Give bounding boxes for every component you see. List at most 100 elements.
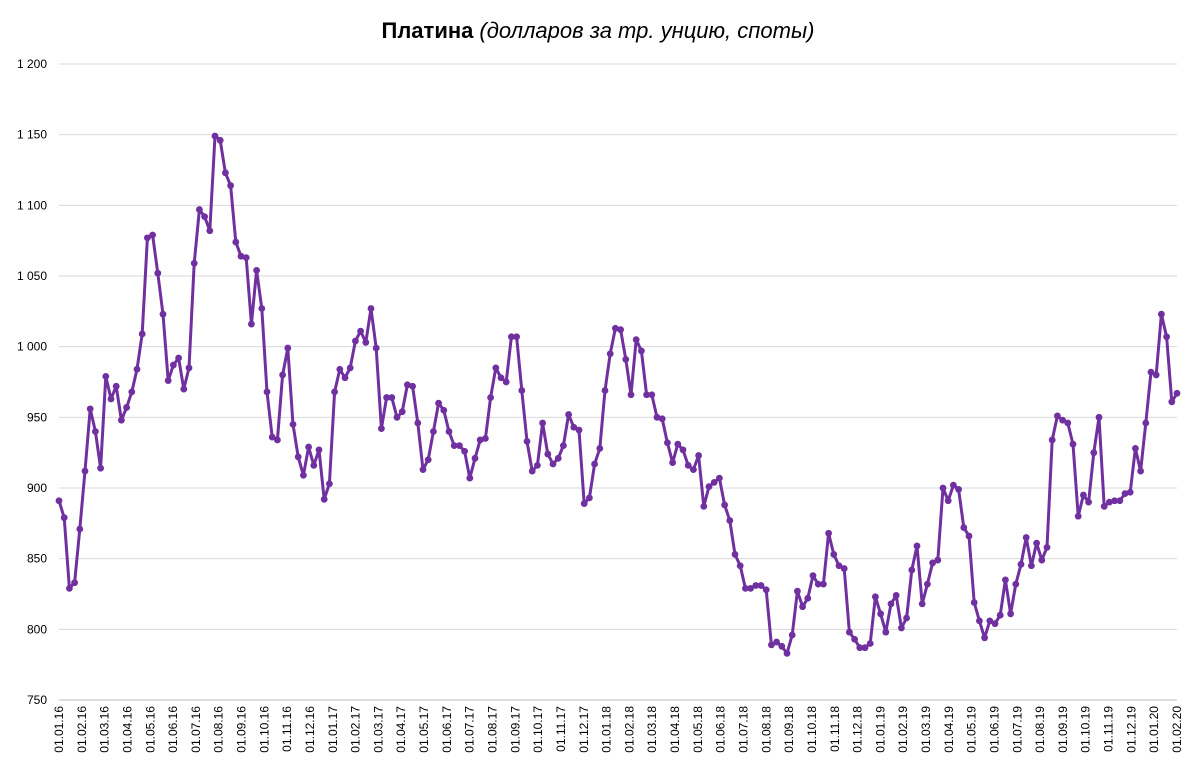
data-point [632, 336, 640, 343]
data-point [482, 435, 489, 442]
data-point [294, 453, 302, 461]
data-point [1033, 539, 1040, 547]
data-point [60, 514, 68, 522]
data-point [1012, 580, 1020, 588]
x-tick-label: 01.06.18 [714, 706, 728, 753]
x-tick-label: 01.09.18 [782, 706, 796, 753]
data-point [1090, 449, 1098, 457]
data-point [726, 517, 734, 524]
x-axis-ticks: 01.01.16 01.02.16 01.03.16 01.04.16 01.05.16… [52, 706, 1184, 753]
data-point [596, 445, 604, 452]
data-point [643, 391, 650, 399]
data-point [492, 364, 500, 372]
data-point [1106, 498, 1113, 506]
data-point [544, 450, 552, 458]
data-point [440, 406, 448, 414]
data-point [560, 442, 567, 449]
data-point [1132, 445, 1139, 452]
data-point [227, 182, 235, 189]
data-point [554, 454, 562, 462]
y-tick-label: 800 [27, 622, 47, 636]
data-point [898, 624, 905, 632]
y-tick-label: 950 [27, 410, 47, 424]
data-point [258, 305, 266, 312]
data-point [695, 452, 702, 459]
data-point [1007, 610, 1014, 618]
data-point [830, 551, 838, 558]
data-point [528, 467, 536, 475]
data-point [757, 582, 765, 589]
data-point [346, 364, 354, 372]
data-point [617, 326, 624, 334]
data-point [690, 466, 697, 474]
data-point [1173, 389, 1181, 397]
x-tick-label: 01.04.18 [668, 706, 682, 753]
y-tick-label: 750 [27, 693, 47, 707]
data-point [86, 405, 94, 413]
data-point [580, 500, 588, 507]
data-point [851, 635, 858, 643]
series-line [57, 134, 1179, 655]
y-tick-label: 1 050 [17, 269, 47, 283]
data-point [300, 471, 307, 479]
y-tick-label: 1 000 [17, 340, 47, 354]
data-point [336, 365, 344, 373]
data-point [253, 266, 260, 274]
data-point [180, 385, 188, 393]
data-point [892, 592, 900, 599]
x-tick-label: 01.11.17 [554, 706, 568, 752]
x-tick-label: 01.04.17 [394, 706, 408, 753]
data-point [783, 649, 791, 657]
data-point [924, 580, 931, 588]
data-point [1069, 440, 1077, 448]
data-point [284, 344, 292, 352]
data-point [591, 460, 598, 468]
data-point [534, 461, 541, 469]
data-point [638, 347, 645, 355]
x-tick-label: 01.05.18 [691, 706, 705, 753]
data-point [362, 339, 370, 346]
chart-title: Платина (долларов за тр. унцию, споты) [382, 18, 815, 43]
x-tick-label: 01.02.20 [1170, 706, 1184, 753]
data-point [825, 529, 832, 537]
x-tick-label: 01.03.19 [919, 706, 933, 753]
data-point [627, 391, 635, 399]
data-point [305, 443, 312, 451]
data-point [700, 502, 708, 510]
y-tick-label: 850 [27, 552, 47, 566]
data-point [508, 333, 515, 341]
data-point [430, 428, 437, 435]
data-point [211, 132, 219, 140]
data-point [471, 454, 479, 462]
data-point [497, 374, 505, 382]
data-point [965, 532, 973, 540]
data-point [112, 382, 120, 390]
data-point [861, 644, 869, 652]
data-point [539, 419, 546, 427]
y-tick-label: 1 150 [17, 128, 47, 142]
y-axis-ticks: 750 800 850 900 950 1 000 1 050 1 100 1 150 1 200 [17, 57, 47, 707]
data-point [934, 556, 942, 564]
data-point [435, 399, 442, 407]
data-point [409, 382, 416, 390]
data-point [804, 594, 812, 602]
data-point [866, 640, 874, 647]
data-point [201, 213, 209, 221]
data-point [1043, 543, 1051, 551]
data-point [383, 394, 390, 401]
data-point [887, 600, 895, 608]
data-point [846, 628, 853, 636]
data-point [716, 474, 723, 482]
data-point [279, 371, 286, 379]
data-point [1059, 416, 1066, 424]
data-point [1085, 498, 1092, 506]
data-point [970, 599, 978, 606]
data-point [326, 480, 333, 488]
data-point [814, 580, 822, 588]
data-point [242, 254, 250, 262]
data-point [653, 413, 661, 421]
data-point [1152, 371, 1160, 379]
data-point [710, 478, 718, 486]
x-tick-label: 01.01.20 [1147, 706, 1161, 753]
data-point [721, 501, 728, 509]
